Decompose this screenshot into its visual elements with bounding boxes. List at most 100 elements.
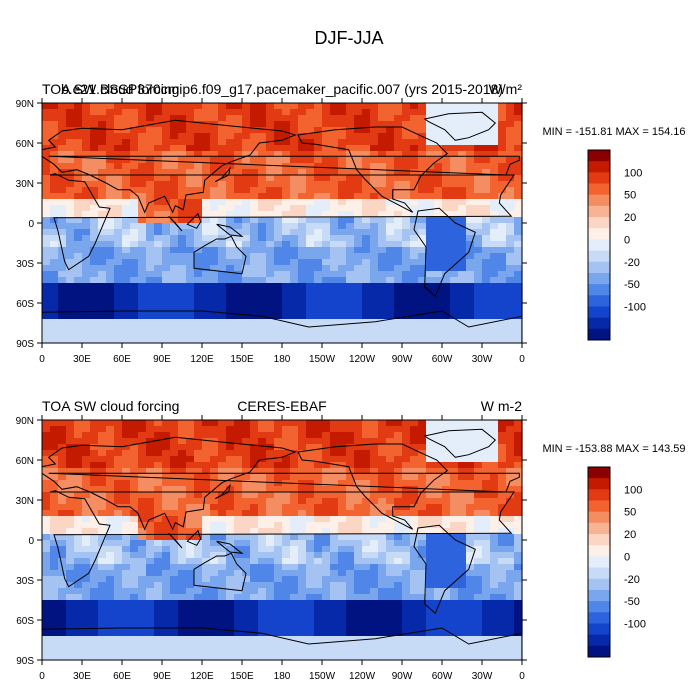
field-cell (506, 594, 515, 601)
field-cell (386, 654, 395, 661)
field-cell (442, 337, 451, 344)
field-cell (354, 492, 363, 499)
field-cell (402, 253, 411, 260)
field-cell (482, 498, 491, 505)
field-cell (362, 163, 371, 170)
field-cell (194, 253, 203, 260)
field-cell (370, 600, 379, 607)
field-cell (90, 516, 99, 523)
field-cell (274, 241, 283, 248)
field-cell (218, 127, 227, 134)
field-cell (330, 468, 339, 475)
field-cell (322, 319, 331, 326)
field-cell (194, 151, 203, 158)
field-cell (162, 217, 171, 224)
field-cell (410, 588, 419, 595)
field-cell (402, 642, 411, 649)
field-cell (466, 271, 475, 278)
field-cell (90, 486, 99, 493)
field-cell (338, 480, 347, 487)
field-cell (66, 259, 75, 266)
field-cell (234, 337, 243, 344)
field-cell (482, 331, 491, 338)
field-cell (242, 486, 251, 493)
field-cell (346, 169, 355, 176)
field-cell (234, 546, 243, 553)
field-cell (410, 618, 419, 625)
field-cell (474, 133, 483, 140)
field-cell (458, 528, 467, 535)
field-cell (322, 498, 331, 505)
field-cell (410, 325, 419, 332)
field-cell (482, 337, 491, 344)
field-cell (514, 139, 523, 146)
field-cell (98, 486, 107, 493)
colorbar-swatch (588, 161, 610, 173)
field-cell (226, 468, 235, 475)
field-cell (474, 313, 483, 320)
field-cell (274, 510, 283, 517)
field-cell (450, 450, 459, 457)
field-cell (258, 510, 267, 517)
field-cell (266, 498, 275, 505)
field-cell (66, 552, 75, 559)
field-cell (482, 606, 491, 613)
field-cell (58, 444, 67, 451)
field-cell (154, 636, 163, 643)
field-cell (162, 325, 171, 332)
field-cell (370, 642, 379, 649)
field-cell (250, 313, 259, 320)
field-cell (298, 636, 307, 643)
field-cell (322, 115, 331, 122)
field-cell (242, 546, 251, 553)
field-cell (370, 654, 379, 661)
field-cell (210, 426, 219, 433)
field-cell (162, 594, 171, 601)
field-cell (362, 648, 371, 655)
field-cell (178, 199, 187, 206)
field-cell (266, 277, 275, 284)
field-cell (154, 271, 163, 278)
field-cell (266, 570, 275, 577)
field-cell (466, 594, 475, 601)
field-cell (450, 504, 459, 511)
field-cell (194, 432, 203, 439)
field-cell (482, 654, 491, 661)
field-cell (210, 456, 219, 463)
field-cell (186, 313, 195, 320)
field-cell (474, 570, 483, 577)
field-cell (90, 337, 99, 344)
field-cell (434, 265, 443, 272)
field-cell (402, 103, 411, 110)
field-cell (346, 289, 355, 296)
field-cell (194, 325, 203, 332)
field-cell (434, 301, 443, 308)
field-cell (258, 205, 267, 212)
field-cell (234, 319, 243, 326)
field-cell (98, 139, 107, 146)
field-cell (218, 432, 227, 439)
field-cell (218, 277, 227, 284)
field-cell (258, 486, 267, 493)
field-cell (258, 295, 267, 302)
field-cell (354, 223, 363, 230)
field-cell (322, 187, 331, 194)
field-cell (258, 576, 267, 583)
field-cell (266, 181, 275, 188)
field-cell (442, 636, 451, 643)
field-cell (170, 187, 179, 194)
field-cell (506, 450, 515, 457)
field-cell (394, 337, 403, 344)
field-cell (210, 588, 219, 595)
field-cell (266, 223, 275, 230)
field-cell (282, 313, 291, 320)
field-cell (322, 612, 331, 619)
field-cell (498, 169, 507, 176)
field-cell (458, 121, 467, 128)
field-cell (146, 241, 155, 248)
field-cell (218, 444, 227, 451)
field-cell (418, 211, 427, 218)
field-cell (266, 432, 275, 439)
field-cell (458, 193, 467, 200)
field-cell (426, 187, 435, 194)
